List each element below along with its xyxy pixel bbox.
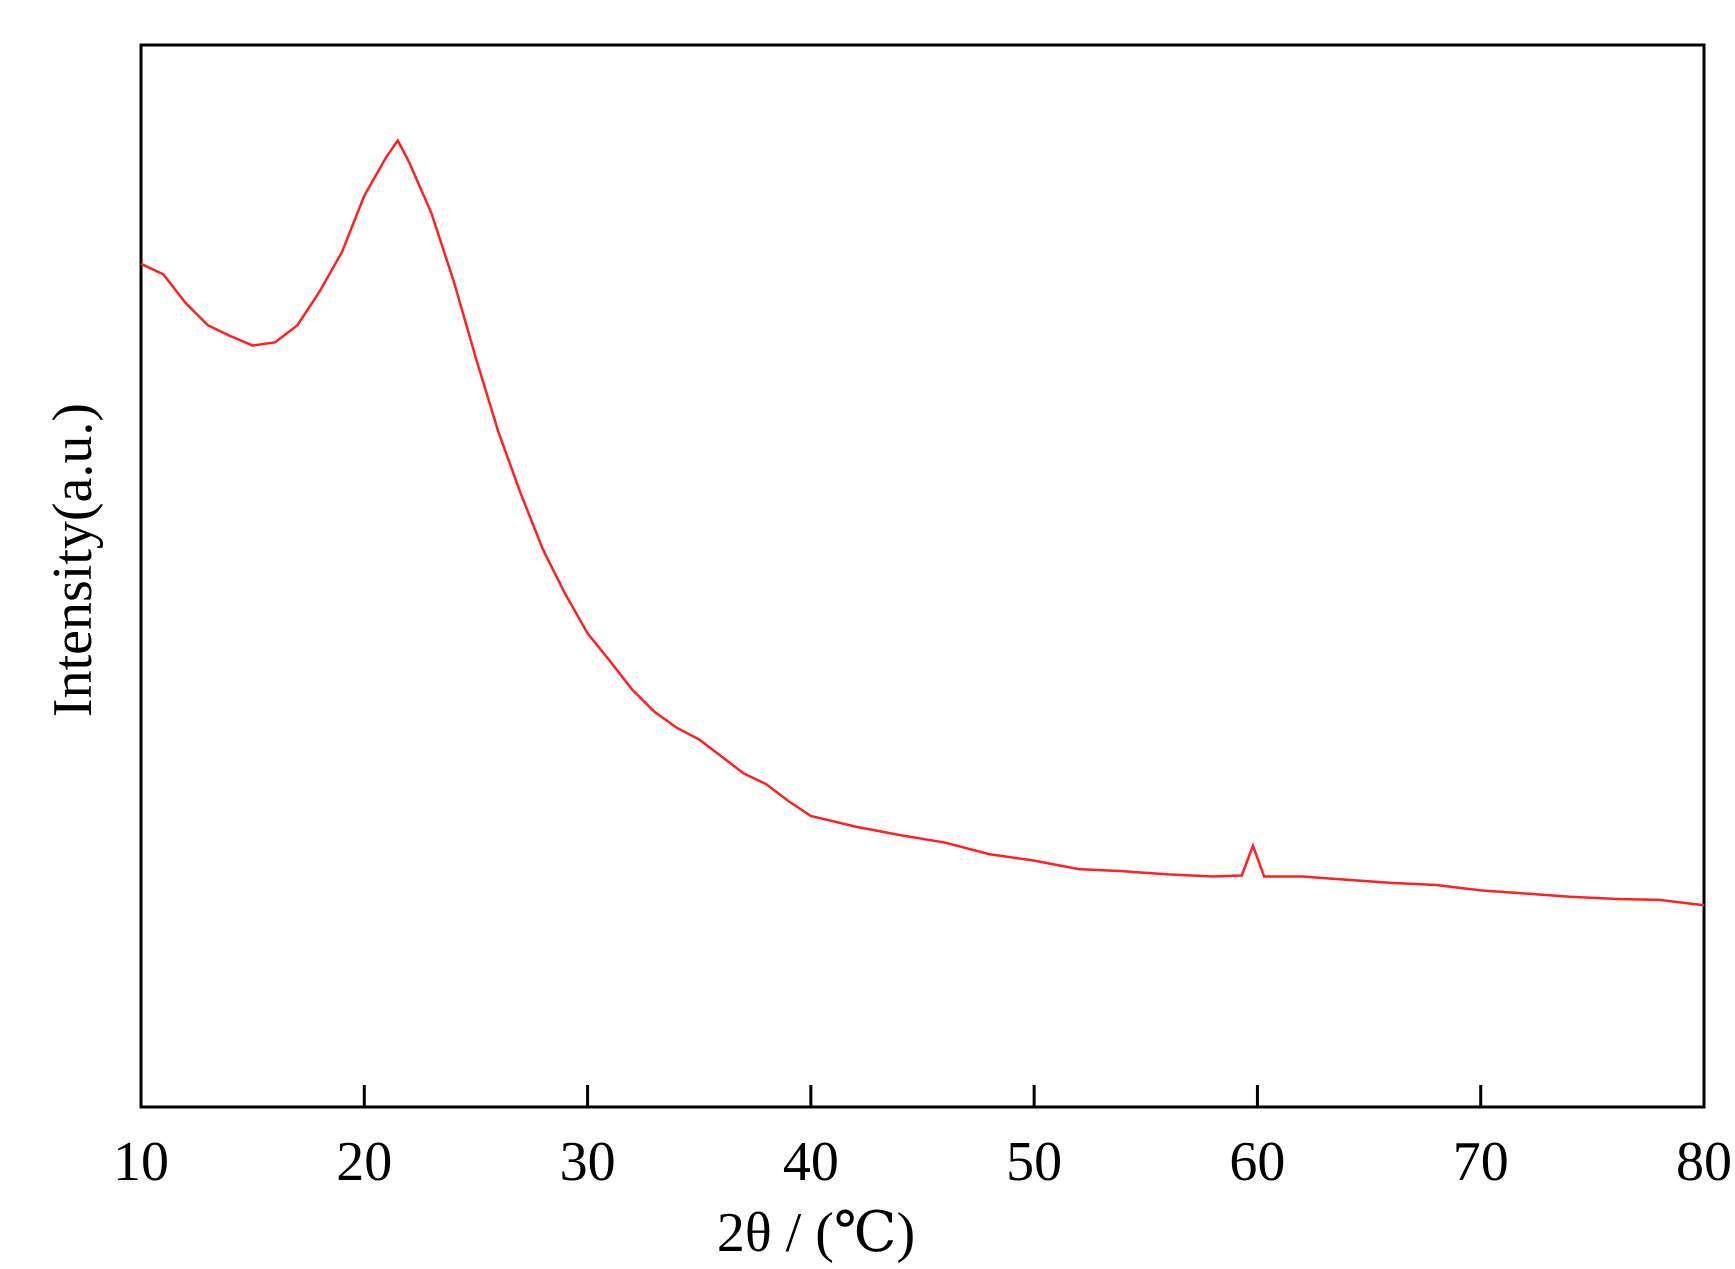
- x-tick-label: 60: [1229, 1131, 1285, 1193]
- x-tick-label: 50: [1006, 1131, 1062, 1193]
- x-tick-label: 40: [783, 1131, 839, 1193]
- data-line: [140, 138, 1705, 907]
- y-axis-label: Intensity(a.u.): [42, 403, 104, 717]
- x-tick-label: 30: [560, 1131, 616, 1193]
- x-tick-label: 80: [1676, 1131, 1732, 1193]
- x-axis-label: 2θ / (℃): [717, 1202, 915, 1264]
- x-tick-label: 10: [113, 1131, 169, 1193]
- plot-frame: [139, 43, 1706, 1109]
- x-tick-label: 20: [336, 1131, 392, 1193]
- x-tick-label: 70: [1453, 1131, 1509, 1193]
